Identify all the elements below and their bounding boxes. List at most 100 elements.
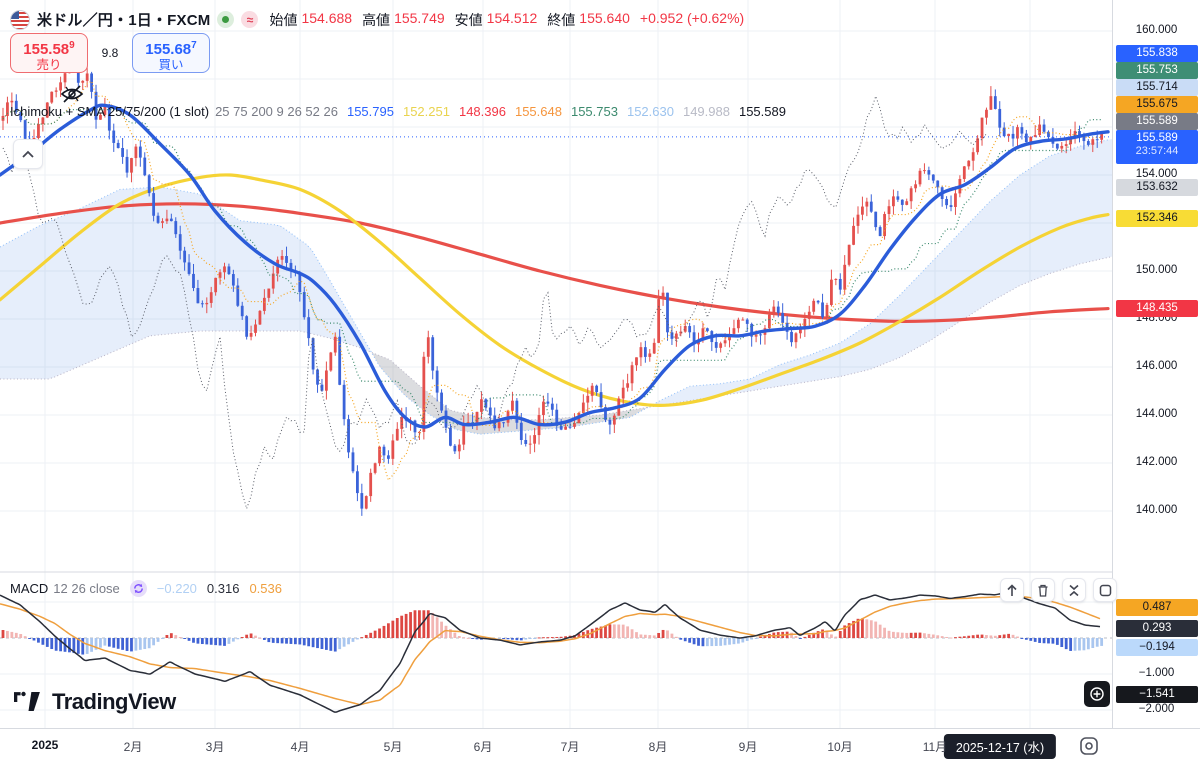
chikou-value: 155.589 bbox=[738, 104, 786, 119]
collapse-icon bbox=[1069, 584, 1079, 596]
sell-label: 売り bbox=[36, 58, 62, 72]
indicator-legend[interactable]: Ichimoku + SMA 25/75/200 (1 slot) 25 75 2… bbox=[10, 104, 786, 119]
buy-label: 買い bbox=[158, 58, 184, 72]
sma75-value: 152.251 bbox=[402, 104, 450, 119]
time-axis-label: 2月 bbox=[123, 740, 143, 754]
sma200-line bbox=[0, 202, 1110, 324]
senkou-b-value: 149.988 bbox=[682, 104, 730, 119]
chart-header: 米ドル／円・1日・FXCM ≈ 始値 154.688 高値 155.749 安値… bbox=[10, 9, 750, 30]
close-label: 終値 bbox=[547, 11, 576, 28]
price-axis[interactable]: 160.000154.000152.000150.000148.000146.0… bbox=[1112, 0, 1200, 728]
high-label: 高値 bbox=[362, 11, 391, 28]
macd-params: 12 26 close bbox=[53, 581, 120, 596]
macd-pane-toolbar bbox=[1000, 578, 1117, 602]
sma75-line bbox=[0, 173, 1110, 408]
time-axis-label: 10月 bbox=[827, 740, 853, 754]
price-axis-badge: 155.675 bbox=[1116, 96, 1198, 113]
maximize-pane-button[interactable] bbox=[1093, 578, 1117, 602]
chikou-line bbox=[2, 94, 987, 511]
time-axis-label: 3月 bbox=[205, 740, 225, 754]
trade-widget: 155.589 売り 9.8 155.687 買い bbox=[10, 33, 210, 73]
ichimoku-cloud bbox=[0, 139, 1112, 435]
low-value: 154.512 bbox=[486, 9, 538, 26]
open-label: 始値 bbox=[269, 11, 298, 28]
time-axis-label: 7月 bbox=[560, 740, 580, 754]
arrow-up-icon bbox=[1007, 583, 1017, 596]
usd-flag-icon bbox=[10, 9, 30, 30]
symbol-title[interactable]: 米ドル／円・1日・FXCM bbox=[37, 12, 211, 29]
delayed-data-icon[interactable]: ≈ bbox=[241, 11, 259, 28]
indicator-params: 25 75 200 9 26 52 26 bbox=[215, 104, 338, 119]
macd-values: −0.220 0.316 0.536 bbox=[147, 581, 282, 596]
macd-hist-value: −0.220 bbox=[156, 581, 197, 596]
time-axis-label: 11月 bbox=[922, 740, 948, 754]
time-axis-label: 2025 bbox=[31, 738, 59, 752]
price-axis-tick: 146.000 bbox=[1135, 360, 1178, 372]
price-axis-tick: 150.000 bbox=[1135, 264, 1178, 276]
senkou-a-value: 152.630 bbox=[626, 104, 674, 119]
tradingview-logo[interactable]: TradingView bbox=[14, 689, 176, 715]
high-value: 155.749 bbox=[394, 9, 445, 26]
sma25-value: 155.795 bbox=[346, 104, 394, 119]
macd-legend[interactable]: MACD 12 26 close −0.220 0.316 0.536 bbox=[10, 580, 282, 597]
open-value: 154.688 bbox=[301, 9, 353, 26]
add-alert-button[interactable] bbox=[1084, 681, 1110, 707]
macd-pane[interactable] bbox=[0, 591, 1112, 713]
time-axis-label: 8月 bbox=[648, 740, 668, 754]
spread-value: 9.8 bbox=[101, 46, 119, 60]
price-axis-tick: 154.000 bbox=[1135, 168, 1178, 180]
price-axis-badge: 153.632 bbox=[1116, 179, 1198, 196]
price-axis-badge: 155.838 bbox=[1116, 45, 1198, 62]
price-axis-tick: 160.000 bbox=[1135, 24, 1178, 36]
kijun-value: 155.753 bbox=[570, 104, 618, 119]
price-chart-canvas[interactable] bbox=[0, 0, 1112, 728]
trash-icon bbox=[1038, 584, 1048, 597]
close-value: 155.640 bbox=[579, 9, 630, 26]
price-axis-tick: 140.000 bbox=[1135, 504, 1178, 516]
candles bbox=[1, 63, 1104, 516]
macd-main-line bbox=[0, 591, 1101, 713]
tradingview-wordmark: TradingView bbox=[52, 689, 176, 714]
ohlc-readout: 始値 154.688 高値 155.749 安値 154.512 終値 155.… bbox=[269, 10, 750, 30]
indicator-title[interactable]: Ichimoku + SMA 25/75/200 (1 slot) bbox=[10, 104, 210, 119]
price-axis-badge: 152.346 bbox=[1116, 210, 1198, 227]
delete-pane-button[interactable] bbox=[1031, 578, 1055, 602]
pane-collapse-button[interactable] bbox=[13, 139, 43, 169]
macd-title[interactable]: MACD bbox=[10, 581, 49, 596]
date-badge[interactable]: 2025-12-17 (水) bbox=[943, 734, 1057, 759]
senkou-b-line bbox=[0, 256, 1111, 421]
sell-price: 155.589 bbox=[23, 40, 75, 58]
sma200-value: 148.396 bbox=[458, 104, 506, 119]
move-pane-up-button[interactable] bbox=[1000, 578, 1024, 602]
maximize-icon bbox=[1099, 584, 1111, 596]
time-axis-label: 9月 bbox=[738, 740, 758, 754]
tenkan-line bbox=[2, 80, 1102, 482]
price-axis-tick: −2.000 bbox=[1138, 703, 1175, 715]
price-axis-badge: −1.541 bbox=[1116, 686, 1198, 703]
main-pane[interactable] bbox=[0, 63, 1112, 516]
sell-button[interactable]: 155.589 売り bbox=[10, 33, 88, 73]
price-axis-tick: 142.000 bbox=[1135, 456, 1178, 468]
buy-button[interactable]: 155.687 買い bbox=[132, 33, 210, 73]
price-axis-badge: 155.589 bbox=[1116, 113, 1198, 130]
price-axis-badge: 155.753 bbox=[1116, 62, 1198, 79]
kijun-line bbox=[2, 109, 1102, 426]
time-settings-icon[interactable] bbox=[1078, 735, 1100, 757]
macd-line-value: 0.316 bbox=[206, 581, 240, 596]
circle-plus-icon bbox=[1090, 687, 1104, 701]
time-axis[interactable]: 2025-12-17 (水) 2025 2月 3月 4月 5月 6月 7月 8月 9月 10月 11… bbox=[0, 728, 1200, 761]
price-axis-badge: 0.293 bbox=[1116, 620, 1198, 637]
hidden-drawing-marker[interactable] bbox=[58, 82, 86, 111]
eye-off-icon bbox=[60, 85, 84, 103]
price-axis-badge: −0.194 bbox=[1116, 639, 1198, 656]
buy-price: 155.687 bbox=[145, 40, 197, 58]
time-axis-label: 5月 bbox=[383, 740, 403, 754]
collapse-pane-button[interactable] bbox=[1062, 578, 1086, 602]
macd-sync-icon[interactable] bbox=[129, 580, 147, 597]
market-status-icon[interactable] bbox=[217, 11, 235, 28]
sma25-line bbox=[0, 103, 1110, 429]
low-label: 安値 bbox=[454, 11, 483, 28]
price-axis-badge: 155.589 23:57:44 bbox=[1116, 130, 1198, 164]
price-axis-badge: 155.714 bbox=[1116, 79, 1198, 96]
